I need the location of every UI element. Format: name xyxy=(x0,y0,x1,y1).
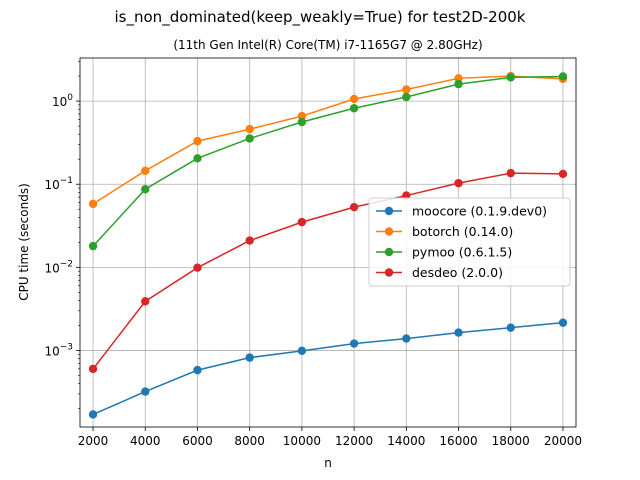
x-tick-label: 4000 xyxy=(130,434,161,448)
data-point xyxy=(402,334,411,343)
legend-label: pymoo (0.6.1.5) xyxy=(412,245,512,260)
data-point xyxy=(193,154,202,163)
legend: moocore (0.1.9.dev0) botorch (0.14.0) pymo… xyxy=(368,197,571,287)
data-point xyxy=(402,92,411,102)
y-tick-label: 10−3 xyxy=(44,342,73,358)
data-point xyxy=(297,111,307,121)
data-point xyxy=(506,73,515,82)
data-point xyxy=(558,318,568,327)
data-point xyxy=(245,124,254,134)
x-axis-label: n xyxy=(324,456,332,470)
data-point xyxy=(88,241,98,251)
y-tick-label: 100 xyxy=(52,93,73,109)
x-tick-label: 20000 xyxy=(544,434,582,448)
x-tick-label: 2000 xyxy=(78,434,109,448)
series-line xyxy=(92,75,563,205)
data-point xyxy=(454,328,463,337)
legend-label: botorch (0.14.0) xyxy=(412,224,513,239)
x-axis-ticks: 2000 4000 6000 8000 10000 12000 14000 16000 1800… xyxy=(78,427,582,448)
y-tick-label: 10−2 xyxy=(44,259,73,275)
x-tick-label: 18000 xyxy=(492,434,530,448)
x-tick-label: 14000 xyxy=(387,434,425,448)
data-point xyxy=(297,117,307,127)
x-tick-label: 16000 xyxy=(439,434,477,448)
legend-marker xyxy=(384,247,394,257)
data-point xyxy=(193,263,202,272)
data-point xyxy=(402,85,411,94)
legend-box xyxy=(368,197,571,287)
data-point xyxy=(506,168,515,178)
legend-label: desdeo (2.0.0) xyxy=(412,265,503,280)
data-point xyxy=(454,79,463,89)
chart-subtitle: (11th Gen Intel(R) Core(TM) i7-1165G7 @ … xyxy=(173,38,482,52)
data-point xyxy=(297,346,307,356)
grid xyxy=(80,58,576,427)
data-point xyxy=(349,339,359,348)
data-point xyxy=(245,134,254,143)
series-layer xyxy=(88,71,568,419)
x-tick-label: 6000 xyxy=(182,434,213,448)
x-tick-label: 10000 xyxy=(283,434,321,448)
data-point xyxy=(349,94,359,104)
legend-marker xyxy=(384,268,394,277)
data-point xyxy=(454,74,463,83)
chart-title: is_non_dominated(keep_weakly=True) for t… xyxy=(115,8,526,27)
data-point xyxy=(88,410,98,419)
data-point xyxy=(297,217,307,227)
data-point xyxy=(141,185,150,194)
data-point xyxy=(558,72,568,81)
x-tick-label: 8000 xyxy=(234,434,265,448)
data-point xyxy=(193,136,202,146)
data-point xyxy=(506,323,515,332)
data-point xyxy=(141,387,150,396)
y-tick-label: 10−1 xyxy=(44,176,73,192)
series-line xyxy=(92,172,563,370)
data-point xyxy=(245,353,254,362)
legend-marker xyxy=(384,206,394,216)
data-point xyxy=(245,236,254,245)
data-point xyxy=(141,166,150,176)
data-point xyxy=(349,104,359,113)
x-tick-label: 12000 xyxy=(335,434,373,448)
data-point xyxy=(454,178,463,188)
data-point xyxy=(193,365,202,375)
series-line xyxy=(92,75,563,247)
data-point xyxy=(88,199,98,209)
y-axis-label: CPU time (seconds) xyxy=(17,183,31,301)
data-point xyxy=(349,202,359,212)
series-line xyxy=(92,321,564,416)
legend-marker xyxy=(384,227,394,236)
data-point xyxy=(558,169,568,179)
data-point xyxy=(141,297,150,306)
data-point xyxy=(88,364,98,374)
y-axis-ticks: 10−3 10−2 10−1 100 xyxy=(44,61,80,409)
legend-label: moocore (0.1.9.dev0) xyxy=(412,204,547,219)
